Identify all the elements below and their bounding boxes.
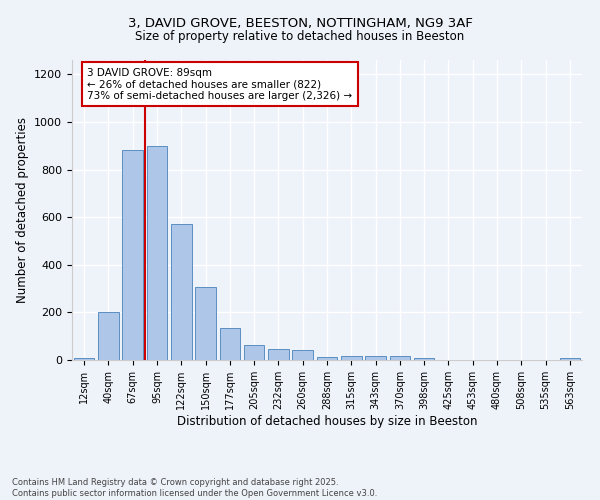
Text: 3 DAVID GROVE: 89sqm
← 26% of detached houses are smaller (822)
73% of semi-deta: 3 DAVID GROVE: 89sqm ← 26% of detached h… (88, 68, 352, 100)
Bar (292, 350, 313, 360)
Text: Contains HM Land Registry data © Crown copyright and database right 2025.
Contai: Contains HM Land Registry data © Crown c… (12, 478, 377, 498)
Bar (195, 288, 216, 360)
Bar (414, 358, 434, 360)
Bar (317, 357, 337, 360)
Text: 3, DAVID GROVE, BEESTON, NOTTINGHAM, NG9 3AF: 3, DAVID GROVE, BEESTON, NOTTINGHAM, NG9… (128, 18, 472, 30)
Text: Size of property relative to detached houses in Beeston: Size of property relative to detached ho… (136, 30, 464, 43)
Bar (389, 356, 410, 360)
Bar (122, 150, 143, 360)
Bar (98, 312, 119, 360)
Y-axis label: Number of detached properties: Number of detached properties (16, 117, 29, 303)
Bar (244, 345, 265, 360)
X-axis label: Distribution of detached houses by size in Beeston: Distribution of detached houses by size … (177, 414, 477, 428)
Bar (171, 224, 191, 360)
Bar (365, 356, 386, 360)
Bar (341, 356, 362, 360)
Bar (220, 328, 240, 360)
Bar (268, 349, 289, 360)
Bar (146, 146, 167, 360)
Bar (560, 358, 580, 360)
Bar (74, 358, 94, 360)
